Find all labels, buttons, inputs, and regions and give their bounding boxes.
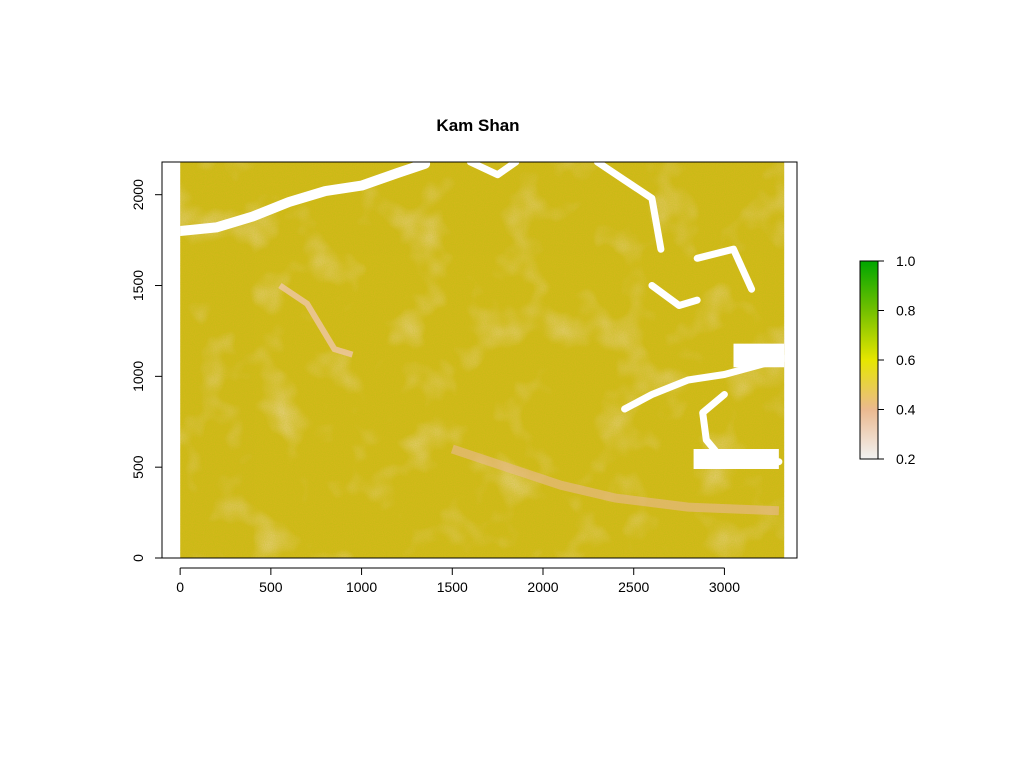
- y-tick-label: 1000: [130, 361, 146, 392]
- no-data-patch: [733, 343, 785, 368]
- no-data-stream: [693, 245, 756, 293]
- x-tick-label: 2000: [527, 579, 558, 595]
- x-axis: 0 500 1000 1500 2000 2500 3000: [176, 567, 740, 595]
- x-tick-label: 500: [259, 579, 283, 595]
- legend-tick-label: 0.8: [896, 303, 916, 319]
- x-tick-label: 3000: [709, 579, 740, 595]
- y-axis: 0 500 1000 1500 2000: [130, 179, 163, 562]
- legend-colorbar: [859, 260, 879, 460]
- no-data-patch: [693, 449, 779, 469]
- color-legend: 0.2 0.4 0.6 0.8 1.0: [859, 253, 916, 467]
- legend-tick-label: 0.6: [896, 352, 916, 368]
- no-data-stream: [648, 282, 701, 309]
- x-tick-label: 0: [176, 579, 184, 595]
- y-tick-label: 1500: [130, 270, 146, 301]
- x-tick-label: 2500: [618, 579, 649, 595]
- legend-tick-label: 0.4: [896, 402, 916, 418]
- raster-texture: [180, 162, 785, 558]
- legend-tick-label: 0.2: [896, 451, 916, 467]
- legend-tick-label: 1.0: [896, 253, 916, 269]
- raster-image: [180, 162, 785, 558]
- y-tick-label: 500: [130, 455, 146, 479]
- no-data-stream: [180, 162, 431, 236]
- x-tick-label: 1500: [437, 579, 468, 595]
- low-value-path: [278, 283, 354, 358]
- chart-title: Kam Shan: [436, 116, 519, 135]
- low-value-path: [450, 444, 780, 516]
- no-data-stream: [466, 162, 520, 179]
- y-tick-label: 0: [130, 554, 146, 562]
- no-data-stream: [621, 354, 785, 413]
- x-tick-label: 1000: [346, 579, 377, 595]
- no-data-stream: [593, 162, 665, 253]
- y-tick-label: 2000: [130, 179, 146, 210]
